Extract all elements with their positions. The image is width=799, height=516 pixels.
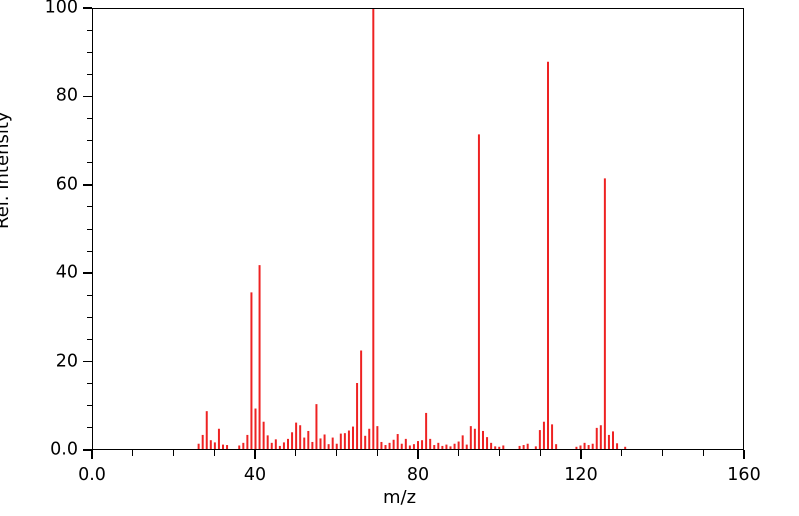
x-minor-tick <box>539 450 541 456</box>
y-tick-label: 0.0 <box>50 439 78 460</box>
x-minor-tick <box>173 450 174 456</box>
y-major-tick <box>83 449 92 451</box>
x-minor-tick <box>295 450 297 456</box>
y-axis-title: Rel. Intensity <box>0 111 13 229</box>
x-minor-tick <box>621 450 623 456</box>
y-tick-label: 20 <box>55 350 78 371</box>
y-tick-label: 100 <box>44 0 78 18</box>
x-major-tick <box>580 450 582 459</box>
y-tick-label: 80 <box>55 85 78 106</box>
y-minor-tick <box>86 383 92 385</box>
peak-group <box>197 9 627 449</box>
x-tick-label: 80 <box>406 465 430 485</box>
x-minor-tick <box>499 450 500 456</box>
x-minor-tick <box>662 450 663 456</box>
x-major-tick <box>743 450 745 459</box>
y-minor-tick <box>86 51 92 53</box>
y-major-tick <box>83 272 92 274</box>
y-minor-tick <box>86 228 92 230</box>
x-tick-label: 40 <box>243 465 267 485</box>
x-minor-tick <box>376 450 378 456</box>
y-minor-tick <box>86 250 92 252</box>
y-minor-tick <box>86 206 92 208</box>
y-minor-tick <box>86 339 92 340</box>
y-minor-tick <box>86 316 92 318</box>
x-major-tick <box>254 450 256 459</box>
y-minor-tick <box>86 73 92 75</box>
y-major-tick <box>83 184 92 186</box>
y-minor-tick <box>86 29 92 31</box>
y-tick-label: 60 <box>55 174 78 195</box>
x-tick-label: 160 <box>727 465 761 485</box>
spectrum-plot <box>197 9 627 449</box>
x-minor-tick <box>132 450 134 456</box>
y-minor-tick <box>86 118 92 119</box>
y-major-tick <box>83 95 92 98</box>
x-tick-label: 120 <box>564 465 598 485</box>
x-minor-tick <box>702 450 704 456</box>
x-major-tick <box>91 450 93 459</box>
x-axis-title: m/z <box>382 487 417 508</box>
y-minor-tick <box>86 405 92 407</box>
x-major-tick <box>417 450 419 459</box>
y-minor-tick <box>86 162 92 164</box>
y-tick-label: 40 <box>55 262 78 283</box>
y-major-tick <box>83 7 92 9</box>
y-major-tick <box>83 360 92 363</box>
x-minor-tick <box>458 450 460 456</box>
x-minor-tick <box>213 450 215 456</box>
y-minor-tick <box>86 427 92 429</box>
x-tick-label: 0.0 <box>78 465 106 485</box>
x-minor-tick <box>336 450 337 456</box>
y-minor-tick <box>86 294 92 296</box>
plot-area <box>92 8 744 450</box>
y-minor-tick <box>86 140 92 142</box>
